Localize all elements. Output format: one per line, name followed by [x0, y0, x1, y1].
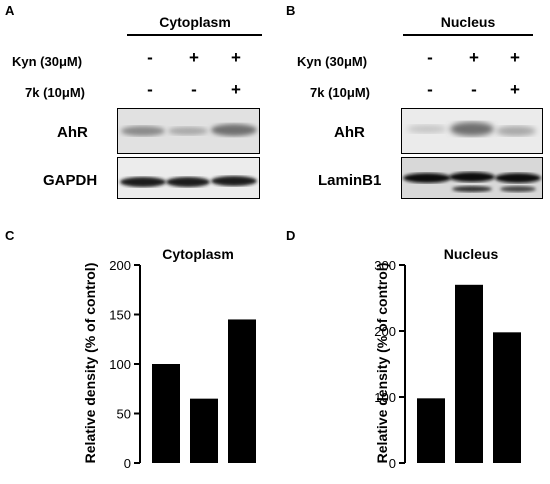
panel-a-blot1-label: AhR: [57, 124, 88, 141]
bar: [493, 332, 521, 463]
panel-b-kyn-label: Kyn (30μM): [297, 54, 368, 69]
y-tick-label: 100: [374, 390, 396, 405]
panel-a-7k-label: 7k (10μM): [25, 85, 85, 100]
chart-nucleus: Nucleus Relative density (% of control) …: [374, 246, 521, 471]
panel-a-kyn-lane1: -: [147, 48, 153, 67]
panel-a-gapdh-blot: [117, 157, 260, 199]
y-tick-label: 150: [109, 308, 131, 323]
chart-c-ylabel: Relative density (% of control): [82, 263, 98, 464]
band: [407, 125, 447, 133]
panel-b-kyn-lane3: +: [510, 48, 520, 67]
panel-b-7k-lane3: +: [510, 80, 520, 99]
band: [120, 177, 166, 187]
panel-b-laminb1-blot: [401, 157, 543, 199]
panel-a-kyn-lane3: +: [231, 48, 241, 67]
chart-d-ylabel: Relative density (% of control): [374, 263, 390, 464]
band: [211, 176, 257, 186]
y-tick-label: 200: [374, 324, 396, 339]
panel-a-7k-lane1: -: [147, 80, 153, 99]
chart-c-title: Cytoplasm: [162, 246, 234, 262]
panel-letter-d: D: [286, 228, 296, 243]
panel-a-7k-lane3: +: [231, 80, 241, 99]
y-tick-label: 0: [124, 456, 131, 471]
band: [449, 172, 495, 182]
bar: [455, 284, 483, 463]
bar: [417, 398, 445, 463]
panel-a-kyn-lane2: +: [189, 48, 199, 67]
panel-a-header: Cytoplasm: [159, 14, 231, 30]
panel-letter-c: C: [5, 228, 15, 243]
bar: [152, 364, 180, 463]
panel-b-laminb1-bands: [403, 172, 541, 192]
panel-b-kyn-lane1: -: [427, 48, 433, 67]
panel-a-ahr-blot: [117, 108, 260, 154]
panel-a-gapdh-bands: [120, 176, 257, 187]
y-tick-label: 200: [109, 258, 131, 273]
bar: [190, 398, 218, 463]
y-tick-label: 100: [109, 357, 131, 372]
panel-a-7k-lane2: -: [191, 80, 197, 99]
panel-a-ahr-bands: [121, 124, 257, 136]
panel-letter-a: A: [5, 3, 15, 18]
panel-b-header: Nucleus: [440, 14, 496, 30]
panel-letter-b: B: [286, 3, 296, 18]
band: [450, 122, 494, 136]
chart-d-title: Nucleus: [444, 246, 499, 262]
panel-b-blot1-label: AhR: [334, 124, 365, 141]
band: [495, 173, 541, 183]
panel-a-kyn-label: Kyn (30μM): [12, 54, 83, 69]
band: [452, 186, 492, 192]
band: [496, 126, 536, 136]
bar: [228, 319, 256, 463]
panel-b-7k-lane1: -: [427, 80, 433, 99]
panel-b-kyn-lane2: +: [469, 48, 479, 67]
band: [121, 126, 165, 136]
band: [500, 186, 536, 192]
band: [403, 173, 451, 183]
y-tick-label: 300: [374, 258, 396, 273]
band: [166, 177, 210, 187]
panel-b-7k-label: 7k (10μM): [310, 85, 370, 100]
y-tick-label: 50: [117, 407, 131, 422]
panel-b-ahr-blot: [401, 108, 543, 154]
panel-b-blot2-label: LaminB1: [318, 172, 382, 189]
band: [168, 127, 208, 135]
band: [211, 124, 257, 136]
panel-a-header-underline: [127, 34, 262, 36]
chart-cytoplasm: Cytoplasm Relative density (% of control…: [82, 246, 256, 471]
panel-b-7k-lane2: -: [471, 80, 477, 99]
panel-b-header-underline: [403, 34, 533, 36]
y-tick-label: 0: [389, 456, 396, 471]
panel-a-blot2-label: GAPDH: [43, 172, 98, 189]
panel-b-ahr-bands: [407, 122, 536, 136]
